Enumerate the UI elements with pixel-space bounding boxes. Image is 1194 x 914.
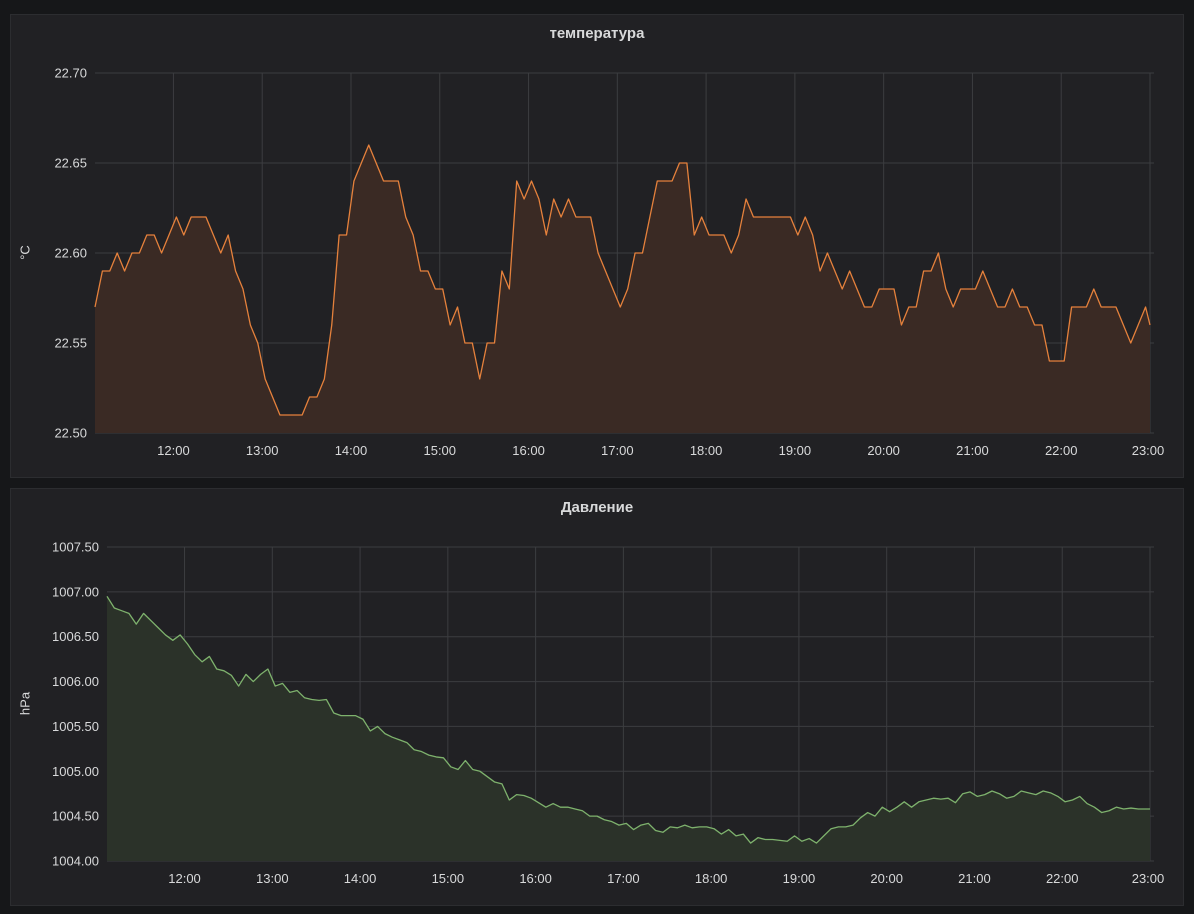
y-tick-label: 1007.50 <box>52 540 99 555</box>
x-tick-label: 23:00 <box>1132 443 1165 458</box>
x-tick-label: 16:00 <box>512 443 545 458</box>
x-tick-label: 12:00 <box>157 443 190 458</box>
x-tick-label: 14:00 <box>344 871 377 886</box>
x-tick-label: 21:00 <box>958 871 991 886</box>
series-line[interactable] <box>106 595 1150 844</box>
x-tick-label: 13:00 <box>246 443 279 458</box>
y-tick-label: 1006.50 <box>52 629 99 644</box>
x-tick-label: 14:00 <box>335 443 368 458</box>
x-tick-label: 19:00 <box>783 871 816 886</box>
x-tick-label: 22:00 <box>1045 443 1078 458</box>
y-tick-label: 22.55 <box>54 336 87 351</box>
y-tick-label: 1004.50 <box>52 809 99 824</box>
x-tick-label: 13:00 <box>256 871 289 886</box>
y-tick-label: 22.60 <box>54 246 87 261</box>
x-tick-label: 23:00 <box>1132 871 1165 886</box>
temperature-chart[interactable]: 22.50 22.55 22.60 22.65 22.70 12:00 13:00 14:00… <box>11 15 1185 479</box>
x-tick-label: 21:00 <box>956 443 989 458</box>
series-area-fill <box>107 596 1150 861</box>
x-tick-label: 18:00 <box>695 871 728 886</box>
x-tick-label: 12:00 <box>168 871 201 886</box>
y-tick-label: 22.65 <box>54 156 87 171</box>
y-tick-label: 22.70 <box>54 66 87 81</box>
series-area-fill <box>95 145 1150 433</box>
y-tick-label: 1005.00 <box>52 764 99 779</box>
pressure-chart[interactable]: 1004.00 1004.50 1005.00 1005.50 1006.00 1006.… <box>11 489 1185 907</box>
pressure-panel: Давление hPa 1004.00 1004.50 1005.00 1005.5… <box>10 488 1184 906</box>
x-tick-label: 15:00 <box>432 871 465 886</box>
series-line[interactable] <box>94 144 1151 416</box>
x-tick-label: 20:00 <box>867 443 900 458</box>
x-tick-label: 18:00 <box>690 443 723 458</box>
x-tick-label: 17:00 <box>607 871 640 886</box>
y-tick-label: 1007.00 <box>52 584 99 599</box>
x-tick-label: 17:00 <box>601 443 634 458</box>
x-tick-label: 20:00 <box>870 871 903 886</box>
y-tick-label: 1006.00 <box>52 674 99 689</box>
x-tick-label: 16:00 <box>519 871 552 886</box>
x-tick-label: 22:00 <box>1046 871 1079 886</box>
x-tick-label: 19:00 <box>779 443 812 458</box>
temperature-panel: температура °C 22.50 22.55 22.60 22.65 22.70… <box>10 14 1184 478</box>
pressure-panel-title[interactable]: Давление <box>560 499 634 516</box>
temperature-panel-title[interactable]: температура <box>549 25 645 42</box>
y-tick-label: 22.50 <box>54 426 87 441</box>
x-tick-label: 15:00 <box>423 443 456 458</box>
y-tick-label: 1004.00 <box>52 854 99 869</box>
y-tick-label: 1005.50 <box>52 719 99 734</box>
